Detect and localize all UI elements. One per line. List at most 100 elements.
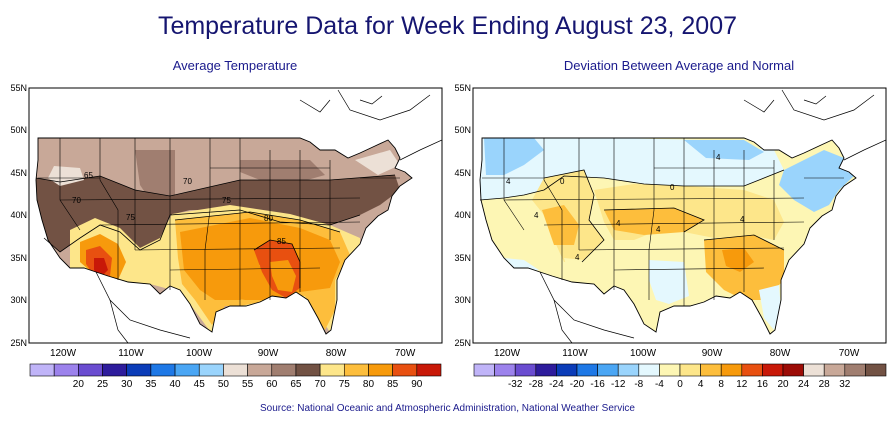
lat-label: 45N	[454, 168, 471, 178]
lat-label: 40N	[10, 210, 27, 220]
legend-label: 90	[411, 379, 423, 390]
legend-swatch	[392, 363, 418, 377]
lat-label: 50N	[10, 125, 27, 135]
legend-swatch	[638, 363, 660, 377]
legend-label: 65	[290, 379, 302, 390]
legend-label: 75	[339, 379, 351, 390]
legend-swatch	[597, 363, 619, 377]
legend-swatch	[416, 363, 442, 377]
legend-label: 12	[736, 379, 748, 390]
left-map: 65 70 75 70 75 80 85 55N 50N 45N 40N 35N…	[10, 83, 443, 390]
legend-swatch	[720, 363, 743, 377]
legend-swatch	[53, 363, 79, 377]
legend-swatch	[247, 363, 273, 377]
contour-label: 4	[506, 177, 511, 186]
lat-label: 35N	[10, 253, 27, 263]
lat-label: 55N	[10, 83, 27, 93]
left-legend: 20 25 30 35 40 45 50 55 60 65 70 75 80 85 90	[29, 363, 442, 390]
lat-label: 55N	[454, 83, 471, 93]
left-lon-labels: 120W 110W 100W 90W 80W 70W	[50, 348, 416, 359]
lon-label: 110W	[562, 348, 588, 359]
left-lat-labels: 55N 50N 45N 40N 35N 30N 25N	[10, 83, 27, 348]
legend-swatch	[782, 363, 804, 377]
legend-swatch	[271, 363, 297, 377]
legend-swatch	[150, 363, 176, 377]
right-lon-labels: 120W 110W 100W 90W 80W 70W	[494, 348, 860, 359]
legend-swatch	[473, 363, 495, 377]
legend-swatch	[223, 363, 248, 377]
contour-label: 0	[560, 177, 565, 186]
lat-label: 50N	[454, 125, 471, 135]
legend-label: 85	[387, 379, 399, 390]
legend-swatch	[78, 363, 103, 377]
legend-swatch	[198, 363, 224, 377]
right-map-fill	[479, 89, 886, 343]
legend-label: -24	[549, 379, 564, 390]
legend-label: 55	[242, 379, 254, 390]
lon-label: 120W	[50, 348, 77, 359]
legend-label: 30	[121, 379, 133, 390]
legend-swatch	[29, 363, 55, 377]
legend-swatch	[659, 363, 681, 377]
legend-label: 8	[718, 379, 724, 390]
legend-label: 16	[757, 379, 769, 390]
lon-label: 70W	[839, 348, 860, 359]
legend-label: -32	[508, 379, 523, 390]
right-lat-labels: 55N 50N 45N 40N 35N 30N 25N	[454, 83, 471, 348]
contour-label: 4	[616, 219, 621, 228]
legend-label: 24	[798, 379, 810, 390]
lat-label: 30N	[454, 295, 471, 305]
right-map-subtitle: Deviation Between Average and Normal	[563, 58, 795, 73]
legend-label: 28	[819, 379, 831, 390]
legend-swatch	[679, 363, 701, 377]
legend-label: 60	[266, 379, 278, 390]
legend-swatch	[494, 363, 516, 377]
lon-label: 70W	[395, 348, 416, 359]
page-title: Temperature Data for Week Ending August …	[157, 12, 738, 40]
legend-swatch	[700, 363, 722, 377]
source-credit: Source: National Oceanic and Atmospheric…	[259, 403, 635, 414]
legend-label: 45	[194, 379, 206, 390]
legend-swatch	[844, 363, 866, 377]
legend-label: -20	[570, 379, 585, 390]
legend-swatch	[343, 363, 369, 377]
legend-swatch	[126, 363, 152, 377]
legend-label: 32	[839, 379, 851, 390]
contour-label: 70	[183, 177, 192, 186]
lon-label: 110W	[118, 348, 144, 359]
right-legend: -32 -28 -24 -20 -16 -12 -8 -4 0 4 8 12 16 20 24 28 32	[473, 363, 887, 390]
legend-swatch	[803, 363, 825, 377]
legend-label: -16	[590, 379, 605, 390]
lat-label: 25N	[454, 338, 471, 348]
contour-label: 85	[277, 237, 286, 246]
legend-swatch	[319, 363, 345, 377]
lat-label: 30N	[10, 295, 27, 305]
legend-swatch	[556, 363, 578, 377]
lon-label: 100W	[186, 348, 213, 359]
legend-label: 40	[169, 379, 181, 390]
contour-label: 4	[656, 225, 661, 234]
contour-label: 75	[222, 196, 231, 205]
legend-swatch	[535, 363, 557, 377]
legend-swatch	[368, 363, 393, 377]
legend-label: -8	[634, 379, 643, 390]
legend-swatch	[295, 363, 321, 377]
legend-label: -28	[529, 379, 544, 390]
legend-swatch	[514, 363, 537, 377]
left-map-subtitle: Average Temperature	[172, 58, 298, 73]
legend-swatch	[741, 363, 763, 377]
legend-label: 70	[315, 379, 327, 390]
legend-swatch	[576, 363, 598, 377]
legend-label: 25	[97, 379, 109, 390]
legend-label: 4	[698, 379, 704, 390]
right-map: 4 0 4 4 4 4 4 4 0 55N 50N 45N 40N 35N 30…	[454, 83, 887, 390]
legend-label: 20	[73, 379, 85, 390]
left-contour-labels: 65 70 75 70 75 80 85	[72, 171, 286, 246]
legend-label: 35	[145, 379, 157, 390]
legend-swatch	[865, 363, 887, 377]
legend-swatch	[102, 363, 128, 377]
legend-swatch	[174, 363, 200, 377]
lon-label: 90W	[258, 348, 279, 359]
lon-label: 120W	[494, 348, 521, 359]
